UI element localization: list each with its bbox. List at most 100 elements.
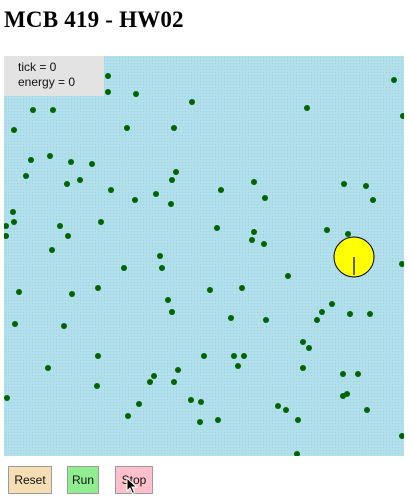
simulation-canvas[interactable]: tick = 0 energy = 0 <box>4 56 404 456</box>
food-pellet <box>355 371 361 377</box>
food-pellet <box>61 323 67 329</box>
food-pellet <box>49 247 55 253</box>
food-pellet <box>275 403 281 409</box>
food-pellet <box>249 237 255 243</box>
reset-button[interactable]: Reset <box>8 466 52 494</box>
food-pellet <box>10 209 16 215</box>
food-pellet <box>4 395 10 401</box>
food-pellet <box>239 285 245 291</box>
food-pellet <box>68 159 74 165</box>
food-pellet <box>261 241 267 247</box>
food-pellet <box>306 345 312 351</box>
page-title: MCB 419 - HW02 <box>4 7 184 32</box>
food-pellet <box>201 353 207 359</box>
food-pellet <box>285 273 291 279</box>
food-pellet <box>197 419 203 425</box>
food-pellet <box>108 187 114 193</box>
food-pellet <box>95 353 101 359</box>
food-pellet <box>28 157 34 163</box>
food-pellet <box>147 379 153 385</box>
food-pellet <box>329 301 335 307</box>
food-pellet <box>151 373 157 379</box>
food-pellet <box>47 153 53 159</box>
food-pellet <box>300 365 306 371</box>
food-pellet <box>283 407 289 413</box>
food-pellet <box>64 181 70 187</box>
food-pellet <box>69 291 75 297</box>
food-pellet <box>294 451 300 456</box>
food-pellet <box>314 317 320 323</box>
food-pellet <box>171 125 177 131</box>
food-pellet <box>400 113 404 119</box>
food-pellet <box>341 181 347 187</box>
run-button[interactable]: Run <box>67 466 99 494</box>
food-pellet <box>347 311 353 317</box>
food-pellet <box>121 265 127 271</box>
food-pellet <box>30 107 36 113</box>
status-readout: tick = 0 energy = 0 <box>4 56 104 96</box>
food-pellet <box>399 433 404 439</box>
food-pellet <box>11 219 17 225</box>
food-pellet <box>319 309 325 315</box>
food-pellet <box>4 223 9 229</box>
food-pellet <box>214 225 220 231</box>
food-pellet <box>295 417 301 423</box>
food-pellet <box>228 315 234 321</box>
food-pellet <box>133 91 139 97</box>
food-pellet <box>370 197 376 203</box>
food-pellet <box>364 407 370 413</box>
food-pellet <box>198 399 204 405</box>
food-pellet <box>157 253 163 259</box>
food-pellet <box>168 201 174 207</box>
food-pellet <box>173 169 179 175</box>
food-pellet <box>169 177 175 183</box>
food-pellet <box>231 353 237 359</box>
mouse-pointer-icon <box>126 477 138 495</box>
food-pellet <box>171 379 177 385</box>
food-pellet <box>11 127 17 133</box>
food-pellet <box>251 179 257 185</box>
food-pellet <box>65 233 71 239</box>
food-pellet <box>175 367 181 373</box>
food-pellet <box>169 309 175 315</box>
food-pellet <box>262 195 268 201</box>
food-pellet <box>300 339 306 345</box>
food-pellet <box>324 227 330 233</box>
food-pellet <box>4 233 9 239</box>
food-pellet <box>344 391 350 397</box>
food-pellet <box>391 77 397 83</box>
food-pellet <box>165 297 171 303</box>
food-pellet <box>12 321 18 327</box>
food-pellet <box>136 401 142 407</box>
food-pellet <box>50 107 56 113</box>
food-pellet <box>95 285 101 291</box>
food-pellet <box>188 397 194 403</box>
food-pellet <box>98 219 104 225</box>
food-pellet <box>23 173 29 179</box>
tick-readout: tick = 0 <box>18 60 57 74</box>
food-pellet <box>125 413 131 419</box>
food-pellet <box>340 371 346 377</box>
food-pellet <box>124 125 130 131</box>
food-pellet <box>218 187 224 193</box>
agent <box>333 236 375 278</box>
food-pellet <box>345 231 351 237</box>
food-pellet <box>207 287 213 293</box>
food-pellet <box>367 311 373 317</box>
food-pellet <box>241 353 247 359</box>
food-pellet <box>94 383 100 389</box>
food-pellet <box>57 223 63 229</box>
food-pellet <box>304 105 310 111</box>
food-pellet <box>159 265 165 271</box>
food-pellet <box>89 161 95 167</box>
food-pellet <box>77 177 83 183</box>
food-pellet <box>263 317 269 323</box>
food-pellet <box>189 99 195 105</box>
world-svg <box>4 73 404 456</box>
food-pellet <box>235 363 241 369</box>
energy-readout: energy = 0 <box>18 75 76 89</box>
food-pellet <box>132 197 138 203</box>
food-pellet <box>363 183 369 189</box>
food-pellet <box>45 365 51 371</box>
food-pellet <box>105 73 111 79</box>
